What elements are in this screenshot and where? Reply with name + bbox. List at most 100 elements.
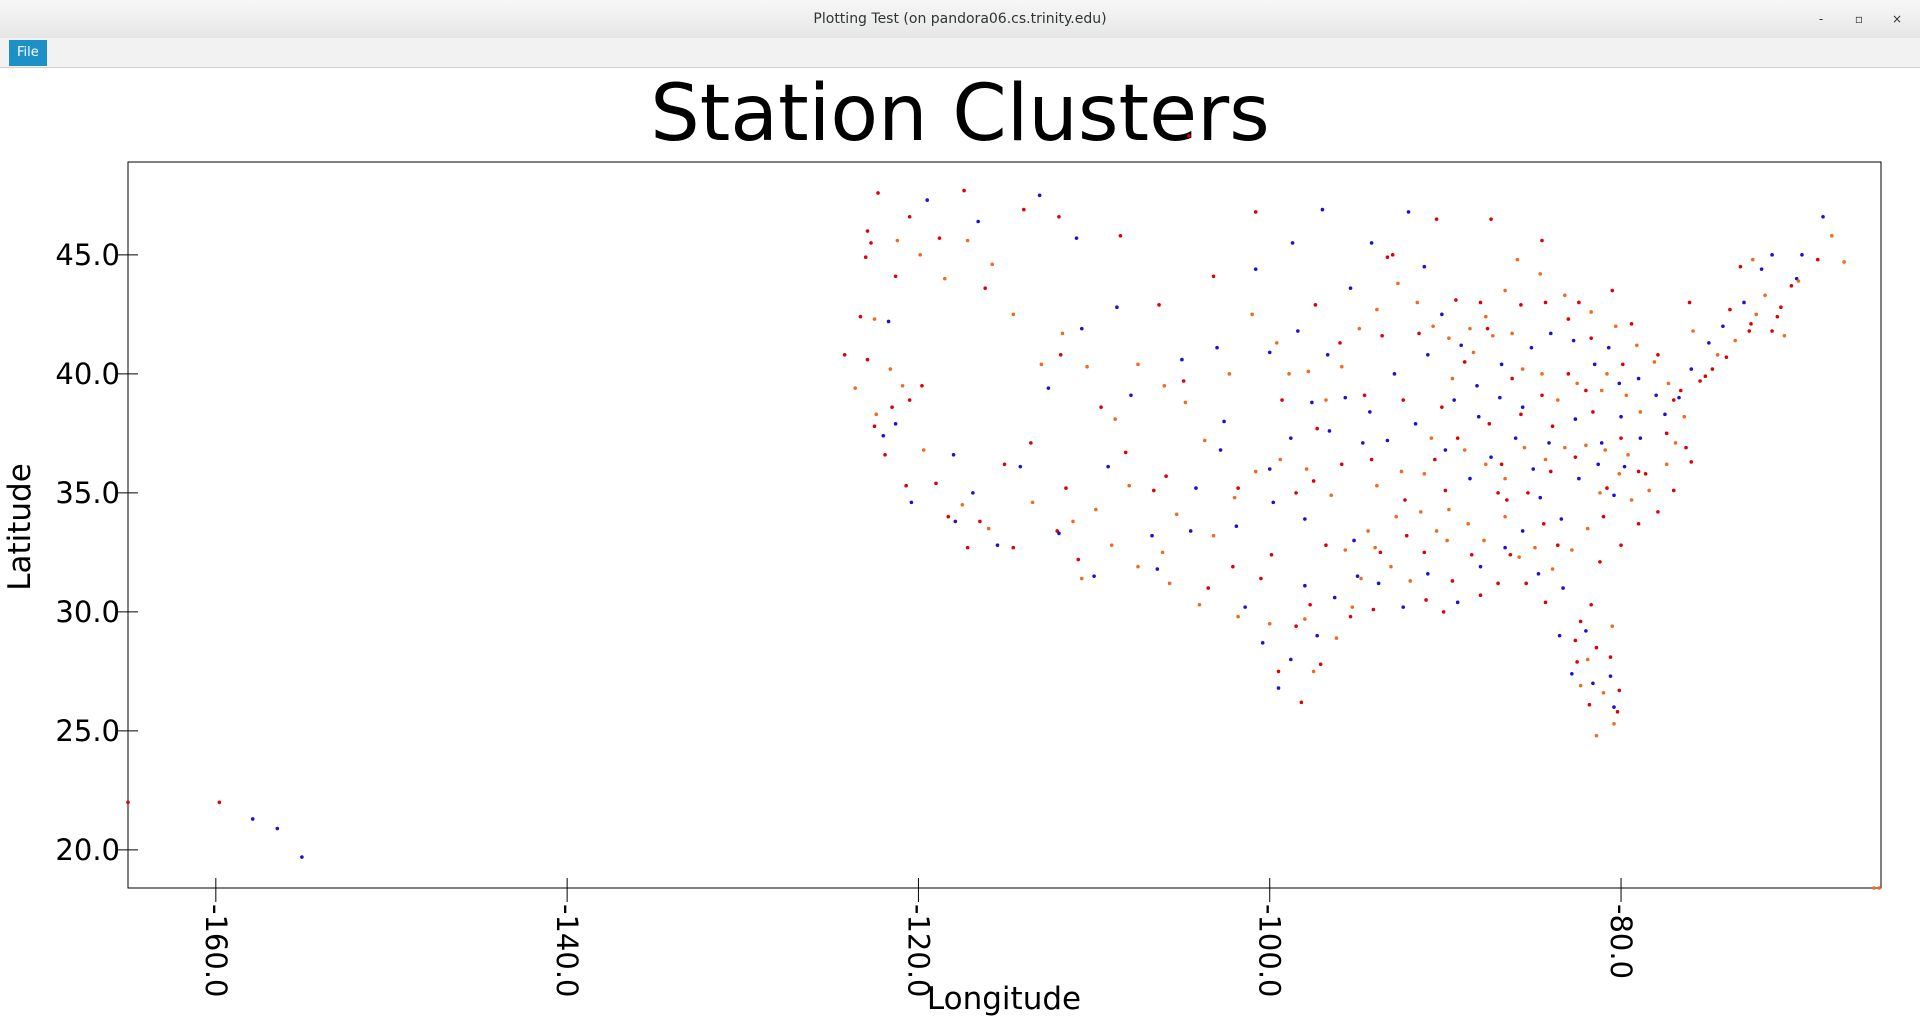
data-point-cluster-0 [1424, 598, 1428, 602]
data-point-cluster-1 [1276, 686, 1281, 690]
data-point-cluster-2 [1250, 312, 1254, 317]
data-point-cluster-0 [1390, 253, 1395, 257]
data-point-cluster-2 [1030, 500, 1035, 505]
data-point-cluster-1 [1289, 657, 1293, 662]
data-point-cluster-1 [1426, 353, 1430, 357]
data-point-cluster-0 [1338, 341, 1342, 345]
data-point-cluster-0 [1378, 550, 1383, 555]
y-axis: 20.0 25.0 30.0 35.0 40.0 45.0 [55, 238, 138, 867]
data-point-cluster-0 [978, 519, 982, 524]
data-point-cluster-2 [1638, 410, 1643, 414]
data-point-cluster-0 [1385, 255, 1390, 260]
data-point-cluster-0 [1276, 669, 1281, 674]
data-point-cluster-1 [1385, 438, 1390, 443]
data-point-cluster-2 [1733, 338, 1738, 343]
data-point-cluster-2 [1060, 331, 1065, 336]
data-point-cluster-0 [1524, 581, 1528, 586]
data-point-cluster-2 [1872, 886, 1876, 890]
data-point-cluster-1 [1538, 495, 1543, 500]
data-point-cluster-0 [869, 241, 873, 245]
data-point-cluster-2 [1750, 257, 1755, 262]
data-point-cluster-0 [1324, 543, 1328, 548]
data-point-cluster-1 [1361, 441, 1365, 445]
menu-file[interactable]: File [9, 40, 47, 66]
data-point-cluster-2 [1197, 602, 1202, 607]
data-point-cluster-2 [1236, 614, 1240, 619]
data-point-cluster-1 [1057, 531, 1061, 536]
data-point-cluster-2 [1598, 491, 1602, 495]
data-point-cluster-2 [1515, 257, 1520, 262]
data-point-cluster-2 [1520, 367, 1525, 371]
data-point-cluster-0 [1619, 543, 1623, 548]
data-point-cluster-1 [1455, 600, 1460, 605]
data-point-cluster-0 [1556, 543, 1560, 548]
data-point-cluster-2 [1612, 721, 1616, 726]
close-button[interactable]: × [1891, 12, 1903, 26]
data-point-cluster-0 [1770, 329, 1774, 333]
data-point-cluster-0 [946, 514, 951, 519]
data-point-cluster-2 [1373, 545, 1377, 550]
data-point-cluster-0 [1496, 581, 1500, 586]
data-point-cluster-2 [1503, 514, 1507, 519]
data-point-cluster-0 [1519, 412, 1523, 417]
data-point-cluster-0 [1181, 379, 1186, 383]
chart-title: Station Clusters [650, 69, 1270, 159]
data-point-cluster-0 [1315, 426, 1319, 431]
data-point-cluster-0 [1548, 469, 1553, 474]
data-point-cluster-1 [1155, 567, 1160, 571]
data-point-cluster-1 [1561, 586, 1565, 590]
data-point-cluster-2 [1556, 398, 1560, 402]
data-point-cluster-2 [960, 502, 965, 507]
window-titlebar[interactable]: Plotting Test (on pandora06.cs.trinity.e… [0, 0, 1920, 39]
data-point-cluster-1 [1622, 464, 1627, 469]
data-points [126, 134, 1882, 890]
data-point-cluster-1 [1426, 571, 1430, 576]
data-point-cluster-0 [1058, 353, 1063, 357]
maximize-button[interactable]: ▫ [1854, 12, 1864, 26]
data-point-cluster-1 [1260, 641, 1265, 645]
data-point-cluster-1 [1742, 300, 1746, 305]
data-point-cluster-2 [1468, 326, 1472, 331]
data-point-cluster-0 [1728, 307, 1732, 312]
data-point-cluster-0 [1057, 214, 1061, 219]
data-point-cluster-0 [1620, 362, 1625, 367]
data-point-cluster-0 [1684, 445, 1688, 450]
data-point-cluster-1 [1234, 524, 1239, 528]
data-point-cluster-0 [1469, 552, 1474, 557]
data-point-cluster-0 [1710, 367, 1715, 371]
data-point-cluster-2 [1601, 691, 1606, 695]
data-point-cluster-1 [1498, 395, 1502, 400]
data-point-cluster-1 [886, 319, 891, 324]
data-point-cluster-0 [1308, 602, 1312, 607]
data-point-cluster-0 [1543, 300, 1548, 305]
data-point-cluster-0 [962, 188, 966, 193]
data-point-cluster-1 [1037, 193, 1042, 198]
data-point-cluster-1 [1591, 681, 1595, 686]
data-point-cluster-0 [883, 452, 887, 457]
data-point-cluster-0 [1348, 614, 1353, 619]
data-point-cluster-1 [1800, 253, 1804, 257]
data-point-cluster-1 [995, 543, 1000, 548]
data-point-cluster-1 [1612, 493, 1616, 498]
data-point-cluster-2 [1408, 579, 1413, 583]
minimize-button[interactable]: - [1818, 12, 1824, 26]
data-point-cluster-0 [904, 483, 908, 488]
y-tick-label: 35.0 [55, 476, 120, 510]
data-point-cluster-2 [1422, 472, 1427, 476]
data-point-cluster-1 [1468, 476, 1472, 481]
data-point-cluster-0 [1231, 564, 1235, 569]
data-point-cluster-2 [1109, 543, 1114, 548]
data-point-cluster-2 [1471, 350, 1476, 355]
data-point-cluster-2 [1522, 445, 1527, 450]
data-point-cluster-2 [1483, 314, 1488, 319]
data-point-cluster-0 [1619, 436, 1623, 440]
data-point-cluster-2 [1375, 307, 1379, 312]
data-point-cluster-2 [1584, 443, 1588, 448]
data-point-cluster-0 [1643, 472, 1648, 476]
data-point-cluster-2 [1429, 436, 1434, 440]
data-point-cluster-2 [1533, 545, 1537, 550]
data-point-cluster-1 [1368, 410, 1372, 414]
data-point-cluster-2 [1483, 462, 1488, 467]
data-point-cluster-1 [1106, 464, 1110, 469]
data-point-cluster-1 [1520, 405, 1525, 409]
